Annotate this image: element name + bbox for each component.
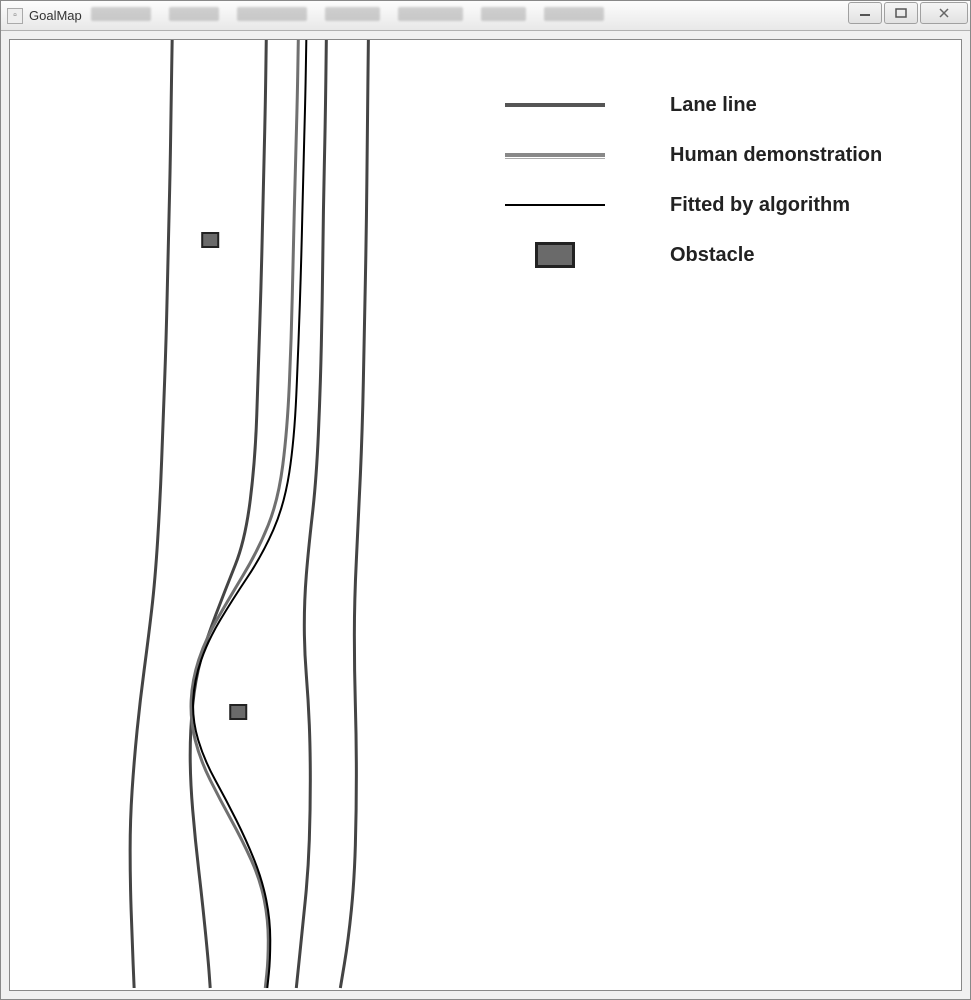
legend-label-human: Human demonstration: [670, 144, 882, 167]
obstacle-0: [202, 233, 218, 247]
minimize-icon: [859, 8, 871, 18]
close-button[interactable]: [920, 2, 968, 24]
close-icon: [938, 8, 950, 18]
maximize-button[interactable]: [884, 2, 918, 24]
legend-label-fitted: Fitted by algorithm: [670, 194, 850, 217]
legend-row-obstacle: Obstacle: [490, 230, 882, 280]
obstacle-1: [230, 705, 246, 719]
human-demonstration-path: [191, 40, 298, 988]
lane-line-0: [130, 40, 172, 988]
legend-swatch-fitted: [490, 204, 620, 206]
legend-row-lane: Lane line: [490, 80, 882, 130]
background-menu-blur: [91, 3, 790, 25]
minimize-button[interactable]: [848, 2, 882, 24]
canvas: Lane line Human demonstration Fitted by …: [9, 39, 962, 991]
legend-row-human: Human demonstration: [490, 130, 882, 180]
legend-swatch-obstacle: [490, 242, 620, 268]
legend-swatch-human: [490, 153, 620, 157]
app-icon: ▫: [7, 8, 23, 24]
lane-line-1: [190, 40, 266, 988]
lane-line-3: [340, 40, 368, 988]
legend-label-obstacle: Obstacle: [670, 244, 754, 267]
legend-row-fitted: Fitted by algorithm: [490, 180, 882, 230]
window-title: GoalMap: [29, 8, 82, 23]
maximize-icon: [895, 8, 907, 18]
legend-swatch-lane: [490, 103, 620, 107]
window-controls: [848, 2, 968, 24]
app-window: ▫ GoalMap: [0, 0, 971, 1000]
legend-label-lane: Lane line: [670, 94, 757, 117]
legend: Lane line Human demonstration Fitted by …: [490, 80, 882, 280]
lane-line-2: [296, 40, 326, 988]
client-area: Lane line Human demonstration Fitted by …: [1, 31, 970, 999]
titlebar[interactable]: ▫ GoalMap: [1, 1, 970, 31]
